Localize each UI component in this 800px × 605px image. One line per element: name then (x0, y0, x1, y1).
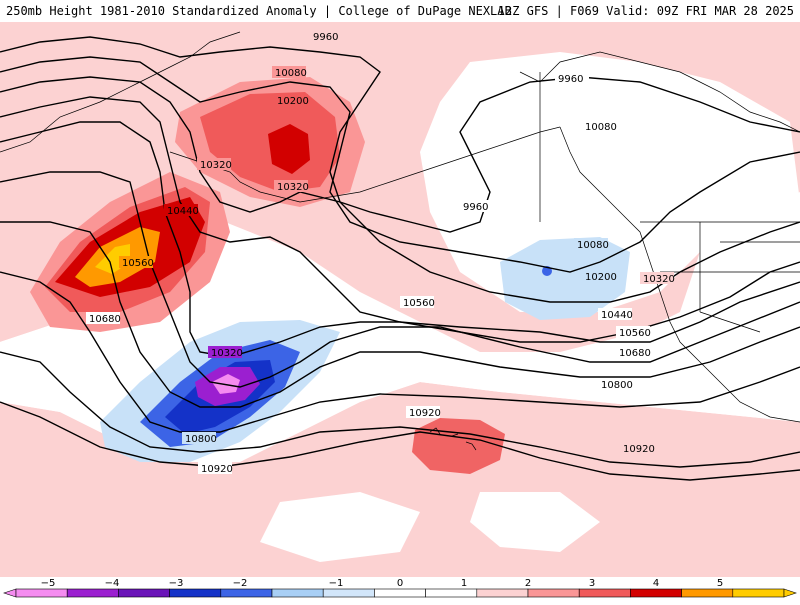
colorbar-swatch (527, 588, 580, 598)
contour-label: 10560 (122, 258, 154, 269)
colorbar-swatch (732, 588, 785, 598)
colorbar-swatch (630, 588, 682, 598)
colorbar-arrow-low (3, 588, 17, 598)
colorbar-swatch (476, 588, 529, 598)
colorbar-swatch (66, 588, 119, 598)
contour-label: 10320 (211, 348, 243, 359)
contour-label: 9960 (313, 32, 338, 43)
colorbar-tick-label: 3 (589, 578, 595, 589)
contour-label: 10200 (277, 96, 309, 107)
colorbar-tick-label: −3 (169, 578, 184, 589)
contour-label: 10320 (277, 182, 309, 193)
colorbar-tick-labels: −5 −4 −3 −2 −1 0 1 2 3 4 5 (41, 578, 724, 589)
colorbar-tick-label: 5 (717, 578, 723, 589)
contour-label: 10920 (409, 408, 441, 419)
contour-label: 9960 (558, 74, 583, 85)
colorbar-arrow-high (783, 588, 797, 598)
colorbar-swatch (322, 588, 375, 598)
contour-label: 10080 (577, 240, 609, 251)
colorbar-swatch (425, 588, 478, 598)
contour-label: 10440 (167, 206, 199, 217)
contour-label: 10560 (619, 328, 651, 339)
colorbar-swatch (118, 588, 170, 598)
contour-label: 9960 (463, 202, 488, 213)
colorbar-tick-label: 0 (397, 578, 403, 589)
colorbar-swatch (169, 588, 222, 598)
contour-label: 10800 (185, 434, 217, 445)
contour-label: 10320 (200, 160, 232, 171)
colorbar-tick-label: −4 (105, 578, 120, 589)
colorbar-tick-label: 1 (461, 578, 467, 589)
contour-label: 10560 (403, 298, 435, 309)
map-header: 250mb Height 1981-2010 Standardized Anom… (0, 0, 800, 22)
contour-label: 10680 (89, 314, 121, 325)
anomaly-map: 9960 9960 9960 10080 10080 10080 10200 1… (0, 22, 800, 577)
colorbar-tick-label: −1 (329, 578, 344, 589)
colorbar-tick-label: −5 (41, 578, 56, 589)
geographic-outlines (0, 31, 800, 451)
colorbar-swatch (578, 588, 631, 598)
contour-label: 10920 (201, 464, 233, 475)
contour-labels: 9960 9960 9960 10080 10080 10080 10200 1… (86, 30, 675, 475)
colorbar-swatch (271, 588, 324, 598)
contour-label: 10680 (619, 348, 651, 359)
color-scale-legend: −5 −4 −3 −2 −1 0 1 2 3 4 5 (0, 577, 800, 600)
colorbar-tick-label: 2 (525, 578, 531, 589)
contour-label: 10080 (275, 68, 307, 79)
map-title: 250mb Height 1981-2010 Standardized Anom… (6, 4, 512, 18)
colorbar-swatch (220, 588, 273, 598)
run-valid-time: 12Z GFS | F069 Valid: 09Z FRI MAR 28 202… (497, 4, 794, 18)
colorbar-tick-label: −2 (233, 578, 248, 589)
colorbar-swatch (15, 588, 68, 598)
colorbar-swatch (681, 588, 734, 598)
colorbar-swatches (3, 588, 797, 598)
contour-label: 10800 (601, 380, 633, 391)
contour-label: 10320 (643, 274, 675, 285)
contour-label: 10920 (623, 444, 655, 455)
colorbar-swatch (374, 588, 426, 598)
contour-label: 10200 (585, 272, 617, 283)
contour-label: 10440 (601, 310, 633, 321)
colorbar-tick-label: 4 (653, 578, 659, 589)
contour-label: 10080 (585, 122, 617, 133)
